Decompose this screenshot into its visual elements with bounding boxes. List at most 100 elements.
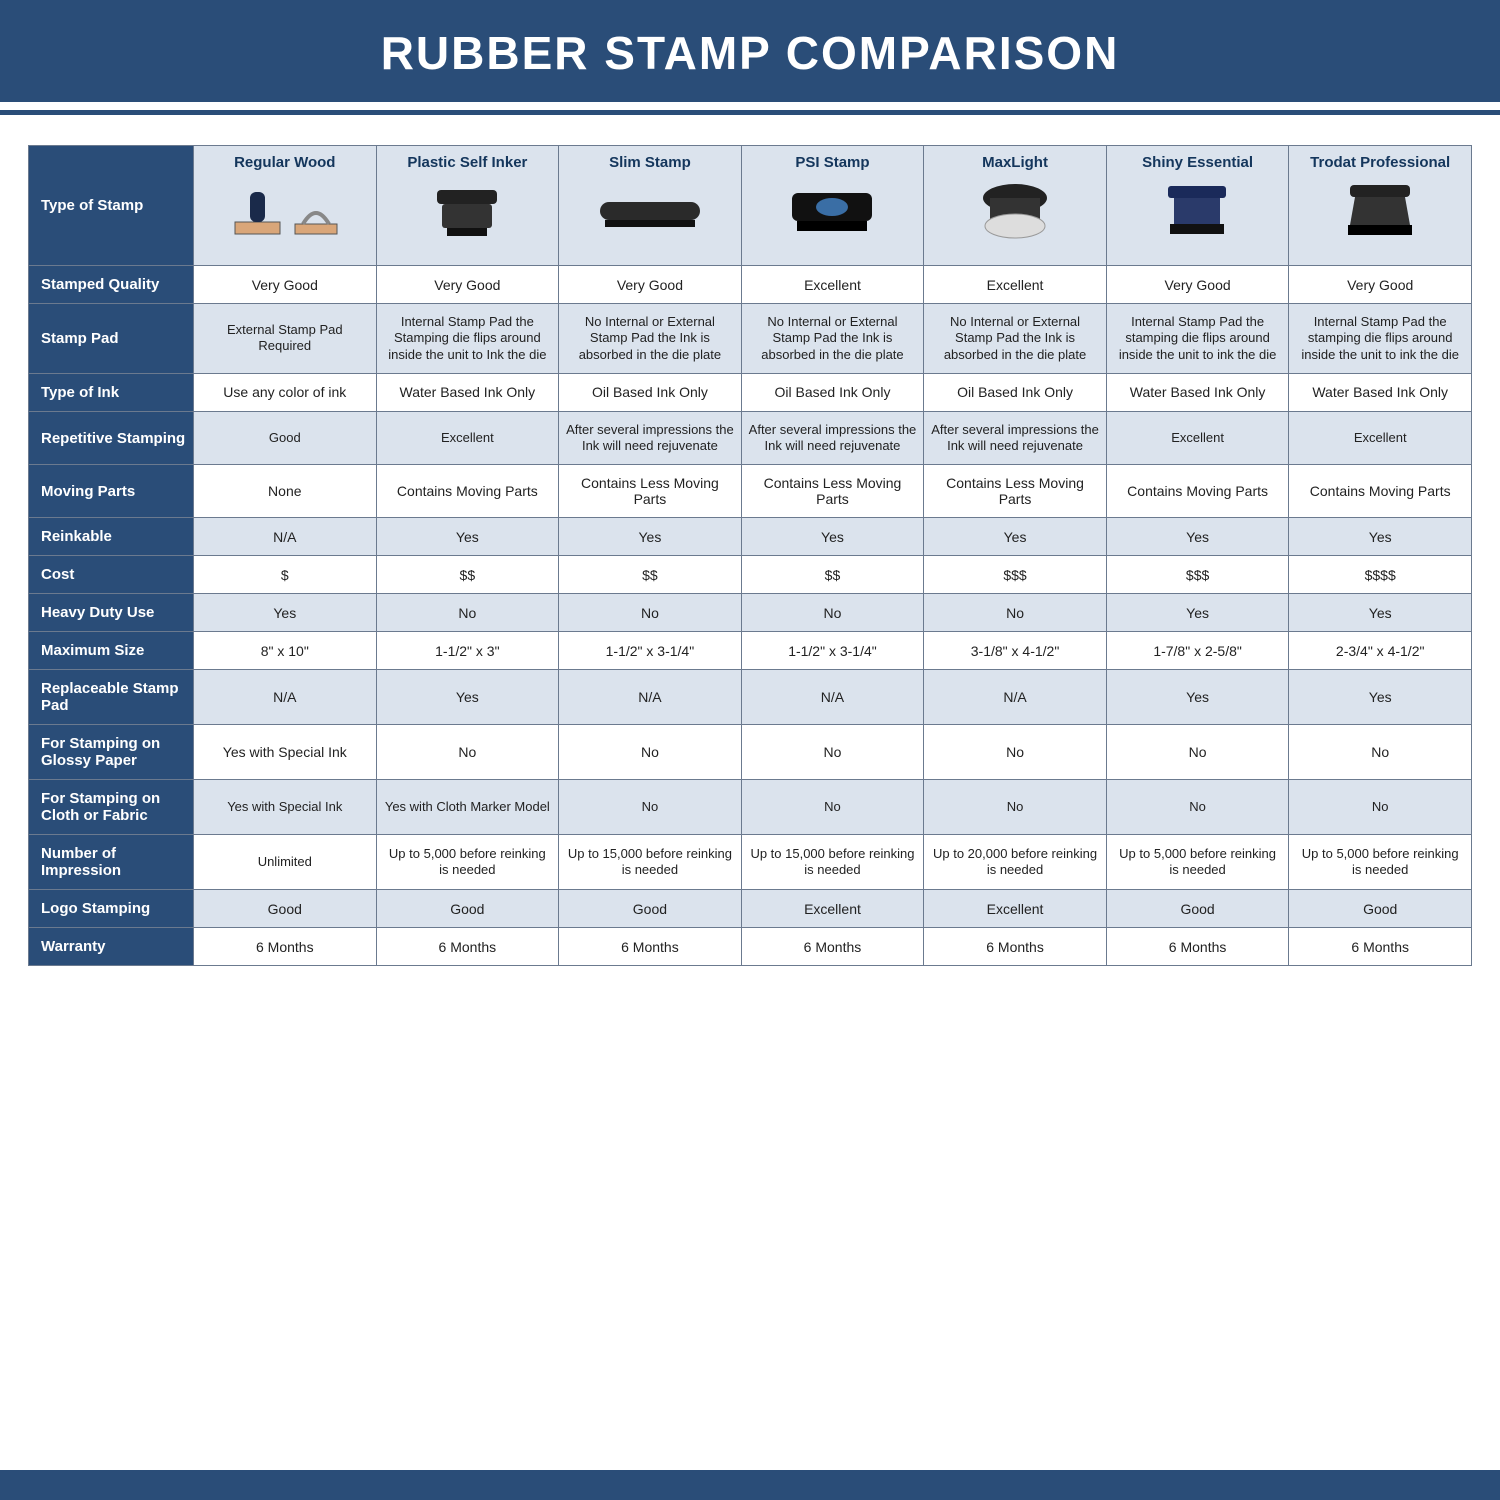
cell: 8" x 10" xyxy=(194,632,377,670)
cell: Yes xyxy=(376,518,559,556)
rowhead-impressions: Number of Impression xyxy=(29,835,194,890)
cell: Up to 15,000 before reinking is needed xyxy=(741,835,924,890)
colhead-label: MaxLight xyxy=(930,154,1100,171)
table-row: Cost $ $$ $$ $$ $$$ $$$ $$$$ xyxy=(29,556,1472,594)
cell: Contains Less Moving Parts xyxy=(559,465,742,518)
cell: After several impressions the Ink will n… xyxy=(559,411,742,465)
cell: Very Good xyxy=(194,266,377,304)
cell: Yes xyxy=(559,518,742,556)
cell: No xyxy=(924,780,1107,835)
cell: Yes xyxy=(1106,670,1289,725)
rowhead-fabric: For Stamping on Cloth or Fabric xyxy=(29,780,194,835)
cell: N/A xyxy=(194,670,377,725)
comparison-table: Type of Stamp Regular Wood Plastic Self … xyxy=(28,145,1472,966)
colhead-regular-wood: Regular Wood xyxy=(194,146,377,266)
cell: Yes xyxy=(741,518,924,556)
stamp-icon xyxy=(565,177,735,247)
rowhead-moving-parts: Moving Parts xyxy=(29,465,194,518)
cell: $$$ xyxy=(924,556,1107,594)
cell: 6 Months xyxy=(1289,928,1472,966)
cell: No xyxy=(559,594,742,632)
colhead-label: Plastic Self Inker xyxy=(383,154,553,171)
colhead-trodat-professional: Trodat Professional xyxy=(1289,146,1472,266)
cell: 1-7/8" x 2-5/8" xyxy=(1106,632,1289,670)
cell: Very Good xyxy=(1289,266,1472,304)
cell: Excellent xyxy=(924,890,1107,928)
cell: Internal Stamp Pad the stamping die flip… xyxy=(1289,304,1472,374)
cell: After several impressions the Ink will n… xyxy=(741,411,924,465)
cell: 6 Months xyxy=(559,928,742,966)
cell: Good xyxy=(1106,890,1289,928)
cell: Yes xyxy=(1106,518,1289,556)
cell: Internal Stamp Pad the Stamping die flip… xyxy=(376,304,559,374)
footer-bar xyxy=(0,1470,1500,1500)
cell: Yes xyxy=(376,670,559,725)
table-row: For Stamping on Glossy Paper Yes with Sp… xyxy=(29,725,1472,780)
rowhead-repetitive: Repetitive Stamping xyxy=(29,411,194,465)
cell: No xyxy=(1106,780,1289,835)
colhead-label: PSI Stamp xyxy=(748,154,918,171)
cell: Good xyxy=(1289,890,1472,928)
colhead-label: Slim Stamp xyxy=(565,154,735,171)
cell: Unlimited xyxy=(194,835,377,890)
rowhead-type-of-ink: Type of Ink xyxy=(29,373,194,411)
cell: Oil Based Ink Only xyxy=(559,373,742,411)
cell: N/A xyxy=(741,670,924,725)
cell: 1-1/2" x 3-1/4" xyxy=(559,632,742,670)
cell: Good xyxy=(194,411,377,465)
cell: Yes with Special Ink xyxy=(194,780,377,835)
cell: Very Good xyxy=(376,266,559,304)
cell: No xyxy=(559,780,742,835)
cell: No xyxy=(376,594,559,632)
cell: No Internal or External Stamp Pad the In… xyxy=(741,304,924,374)
cell: No xyxy=(741,780,924,835)
cell: Contains Moving Parts xyxy=(376,465,559,518)
rowhead-reinkable: Reinkable xyxy=(29,518,194,556)
cell: $$$ xyxy=(1106,556,1289,594)
cell: 6 Months xyxy=(194,928,377,966)
rowhead-heavy-duty: Heavy Duty Use xyxy=(29,594,194,632)
table-row: Type of Ink Use any color of ink Water B… xyxy=(29,373,1472,411)
cell: No xyxy=(741,725,924,780)
cell: N/A xyxy=(924,670,1107,725)
cell: Contains Less Moving Parts xyxy=(741,465,924,518)
cell: Yes xyxy=(1289,594,1472,632)
cell: Good xyxy=(194,890,377,928)
cell: No xyxy=(741,594,924,632)
cell: 6 Months xyxy=(376,928,559,966)
cell: 1-1/2" x 3-1/4" xyxy=(741,632,924,670)
cell: Excellent xyxy=(376,411,559,465)
rowhead-type-of-stamp: Type of Stamp xyxy=(29,146,194,266)
rowhead-max-size: Maximum Size xyxy=(29,632,194,670)
cell: Yes xyxy=(1289,518,1472,556)
page-title: RUBBER STAMP COMPARISON xyxy=(0,0,1500,102)
cell: Very Good xyxy=(1106,266,1289,304)
cell: $ xyxy=(194,556,377,594)
cell: Contains Less Moving Parts xyxy=(924,465,1107,518)
stamp-icon xyxy=(200,177,370,247)
colhead-label: Shiny Essential xyxy=(1113,154,1283,171)
cell: Very Good xyxy=(559,266,742,304)
cell: Contains Moving Parts xyxy=(1106,465,1289,518)
cell: Excellent xyxy=(924,266,1107,304)
table-row: Moving Parts None Contains Moving Parts … xyxy=(29,465,1472,518)
table-container: Type of Stamp Regular Wood Plastic Self … xyxy=(0,115,1500,1470)
cell: No xyxy=(924,725,1107,780)
cell: Contains Moving Parts xyxy=(1289,465,1472,518)
cell: $$ xyxy=(376,556,559,594)
cell: No xyxy=(376,725,559,780)
cell: Up to 5,000 before reinking is needed xyxy=(1106,835,1289,890)
cell: Yes xyxy=(1106,594,1289,632)
cell: Yes xyxy=(924,518,1107,556)
stamp-icon xyxy=(1113,177,1283,247)
colhead-label: Regular Wood xyxy=(200,154,370,171)
table-row: Stamp Pad External Stamp Pad Required In… xyxy=(29,304,1472,374)
cell: Water Based Ink Only xyxy=(1106,373,1289,411)
stamp-icon xyxy=(748,177,918,247)
cell: Yes xyxy=(194,594,377,632)
cell: No xyxy=(1289,780,1472,835)
table-row: Reinkable N/A Yes Yes Yes Yes Yes Yes xyxy=(29,518,1472,556)
cell: 6 Months xyxy=(741,928,924,966)
cell: Excellent xyxy=(1289,411,1472,465)
cell: 6 Months xyxy=(924,928,1107,966)
